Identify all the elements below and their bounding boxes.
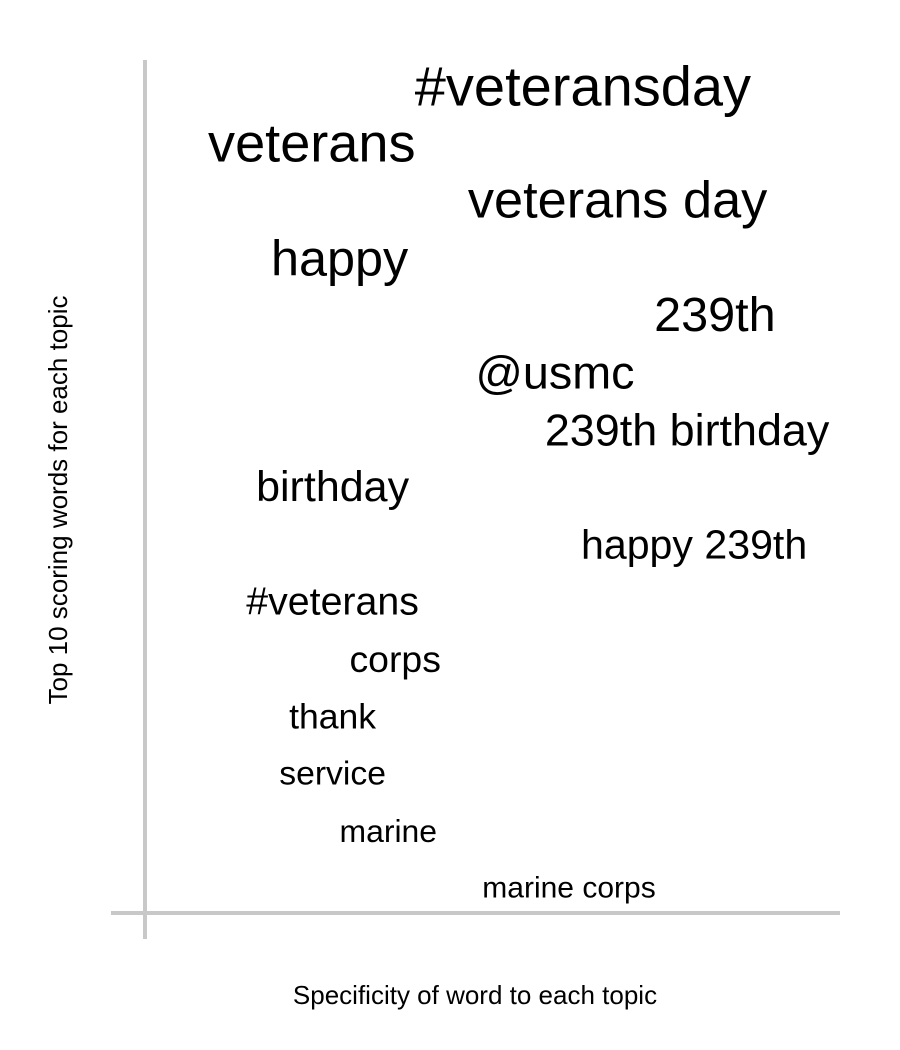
word-label: #veteransday [415, 55, 751, 118]
word-label: 239th birthday [545, 404, 830, 455]
y-axis-label: Top 10 scoring words for each topic [43, 296, 73, 705]
word-label: marine [340, 813, 437, 849]
word-label: #veterans [246, 580, 419, 624]
word-label: veterans day [468, 172, 768, 230]
word-label: 239th [654, 288, 776, 342]
word-label: birthday [256, 463, 409, 511]
word-label: corps [349, 638, 440, 680]
word-label: @usmc [476, 347, 635, 399]
word-label: marine corps [482, 872, 655, 905]
x-axis-label: Specificity of word to each topic [293, 980, 657, 1010]
word-label: thank [289, 696, 376, 736]
word-label: happy 239th [581, 521, 807, 567]
word-label: veterans [208, 113, 415, 173]
word-label: service [279, 755, 386, 793]
word-label: happy [271, 229, 409, 286]
